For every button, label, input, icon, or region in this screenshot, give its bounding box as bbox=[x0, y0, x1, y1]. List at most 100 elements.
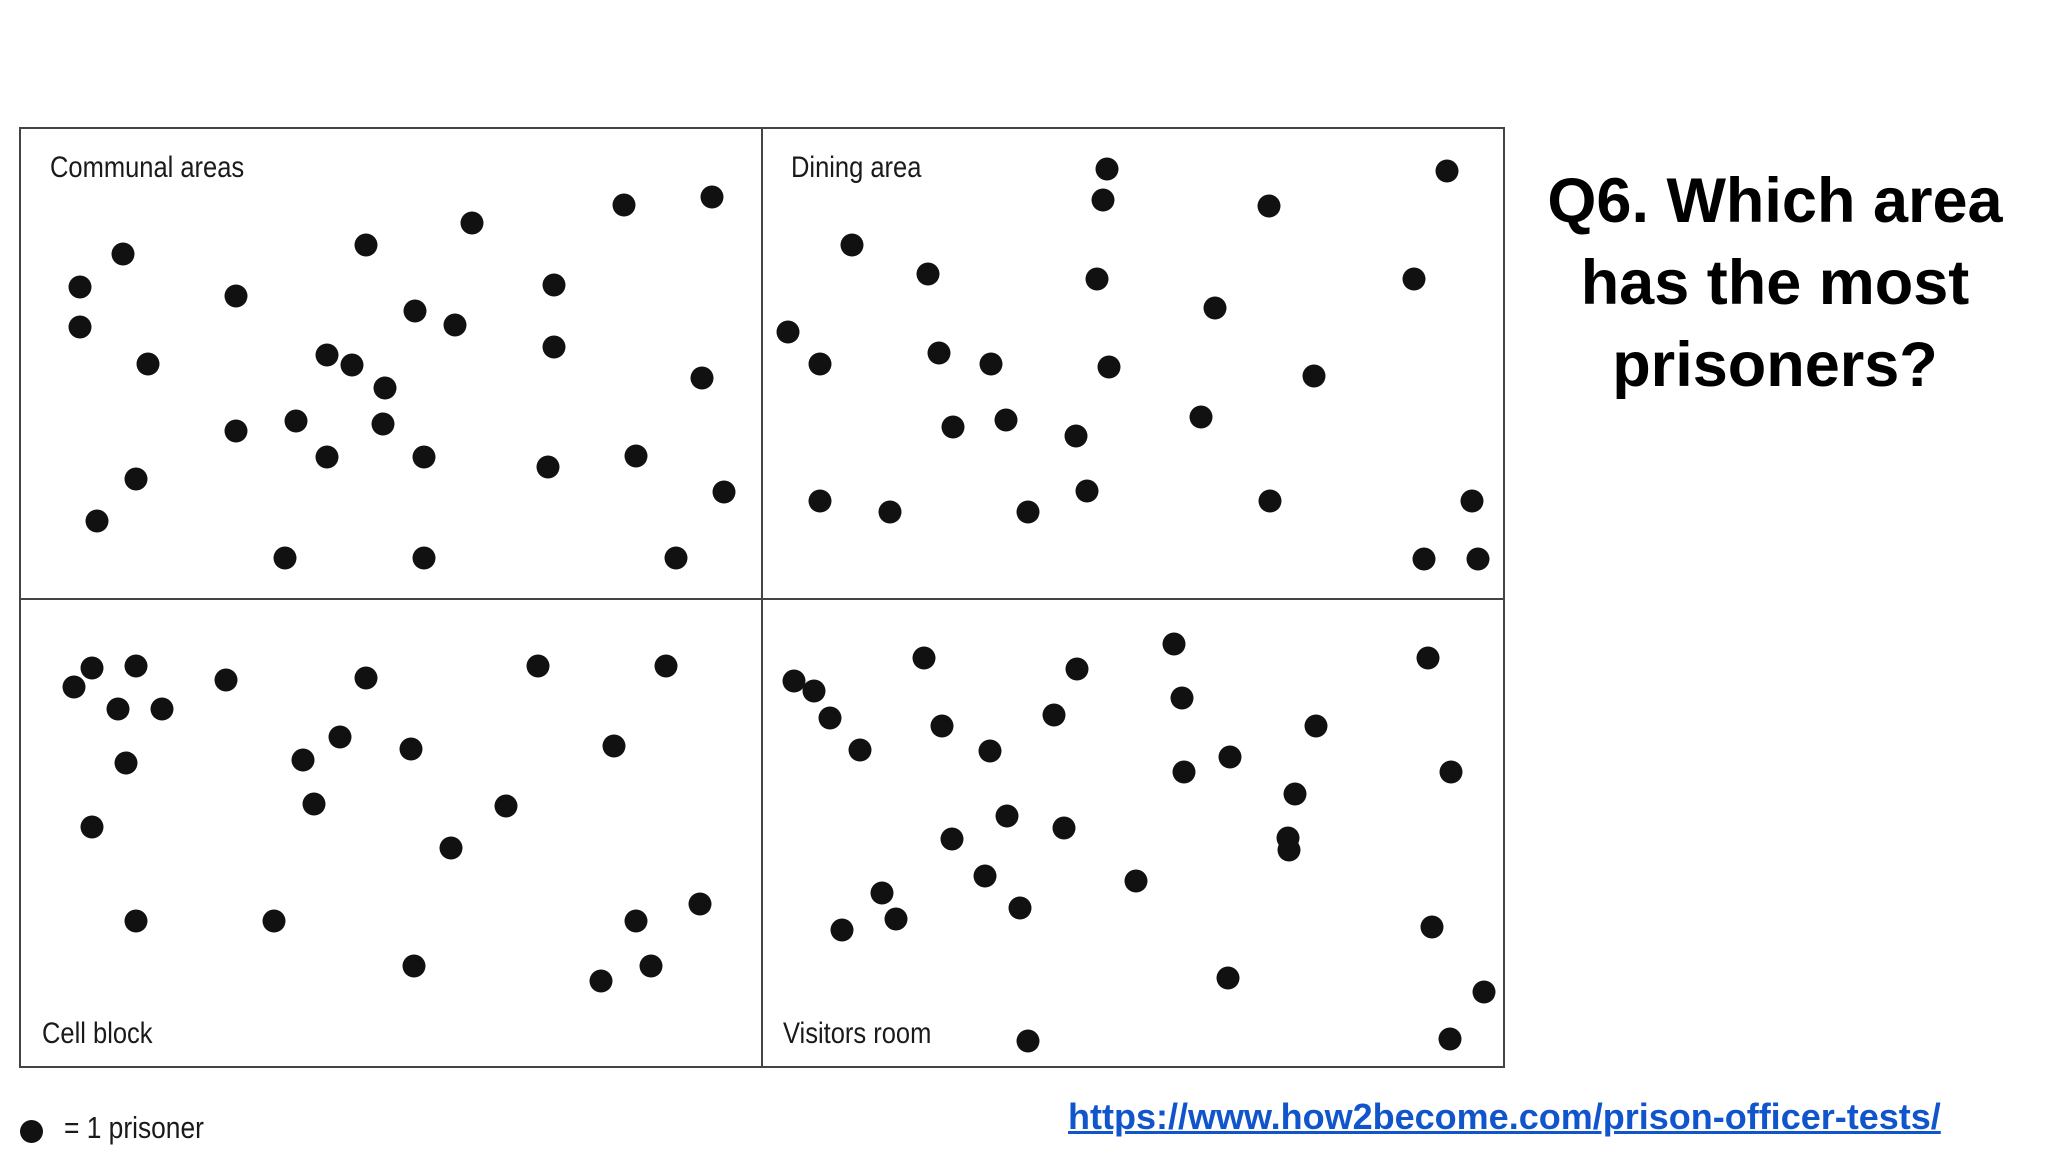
prisoner-dot-communal bbox=[373, 376, 397, 400]
prisoner-dot-visitors bbox=[973, 864, 997, 888]
prisoner-dot-dining bbox=[979, 352, 1003, 376]
prisoner-dot-visitors bbox=[848, 738, 872, 762]
horizontal-divider bbox=[21, 598, 1503, 600]
prisoner-dot-communal bbox=[536, 455, 560, 479]
prisoner-dot-cell-block bbox=[589, 969, 613, 993]
prisoner-dot-cell-block bbox=[439, 836, 463, 860]
prisoner-dot-cell-block bbox=[262, 909, 286, 933]
prisoner-dot-visitors bbox=[1416, 646, 1440, 670]
prisoner-dot-dining bbox=[1091, 188, 1115, 212]
prisoner-dot-communal bbox=[85, 509, 109, 533]
prisoner-dot-cell-block bbox=[494, 794, 518, 818]
prisoner-dot-visitors bbox=[1162, 632, 1186, 656]
prisoner-dot-dining bbox=[1095, 157, 1119, 181]
prisoner-dot-visitors bbox=[1008, 896, 1032, 920]
prisoner-dot-communal bbox=[412, 546, 436, 570]
prisoner-dot-communal bbox=[284, 409, 308, 433]
prisoner-dot-visitors bbox=[1420, 915, 1444, 939]
vertical-divider bbox=[761, 129, 763, 1066]
prisoner-dot-visitors bbox=[1218, 745, 1242, 769]
prisoner-dot-visitors bbox=[870, 881, 894, 905]
prisoner-dot-dining bbox=[1064, 424, 1088, 448]
prisoner-dot-dining bbox=[1189, 405, 1213, 429]
prisoner-dot-communal bbox=[124, 467, 148, 491]
prisoner-dot-cell-block bbox=[62, 675, 86, 699]
prisoner-dot-dining bbox=[1258, 489, 1282, 513]
prisoner-dot-visitors bbox=[995, 804, 1019, 828]
prisoner-dot-communal bbox=[664, 546, 688, 570]
prisoner-dot-dining bbox=[1460, 489, 1484, 513]
prisoner-dot-communal bbox=[371, 412, 395, 436]
prisoner-dot-communal bbox=[315, 343, 339, 367]
prisoner-dot-visitors bbox=[912, 646, 936, 670]
prisoner-dot-dining bbox=[1097, 355, 1121, 379]
prisoner-dot-communal bbox=[111, 242, 135, 266]
prisoner-dot-dining bbox=[1016, 500, 1040, 524]
prisoner-dot-cell-block bbox=[354, 666, 378, 690]
area-label-communal: Communal areas bbox=[50, 151, 245, 184]
area-label-visitors: Visitors room bbox=[783, 1017, 932, 1050]
area-label-cell-block: Cell block bbox=[42, 1017, 153, 1050]
prisoner-dot-visitors bbox=[782, 669, 806, 693]
prisoner-dot-communal bbox=[136, 352, 160, 376]
prisoner-dot-visitors bbox=[818, 706, 842, 730]
prisoner-dot-visitors bbox=[1304, 714, 1328, 738]
prisoner-dot-communal bbox=[412, 445, 436, 469]
prisoner-dot-visitors bbox=[940, 827, 964, 851]
prisoner-dot-cell-block bbox=[106, 697, 130, 721]
prisoner-dot-visitors bbox=[930, 714, 954, 738]
prisoner-dot-visitors bbox=[1170, 686, 1194, 710]
prisoner-dot-cell-block bbox=[124, 909, 148, 933]
prisoner-dot-dining bbox=[808, 352, 832, 376]
prisoner-dot-cell-block bbox=[602, 734, 626, 758]
area-label-dining: Dining area bbox=[791, 151, 922, 184]
prisoner-dot-communal bbox=[340, 353, 364, 377]
prisoner-dot-communal bbox=[273, 546, 297, 570]
prisoner-dot-visitors bbox=[830, 918, 854, 942]
prisoner-dot-visitors bbox=[1439, 760, 1463, 784]
prisoner-dot-communal bbox=[443, 313, 467, 337]
prisoner-dot-visitors bbox=[1216, 966, 1240, 990]
prisoner-dot-communal bbox=[68, 315, 92, 339]
prisoner-dot-visitors bbox=[802, 679, 826, 703]
prisoner-dot-communal bbox=[68, 275, 92, 299]
prisoner-dot-dining bbox=[1435, 159, 1459, 183]
prisoner-dot-cell-block bbox=[402, 954, 426, 978]
prisoner-dot-cell-block bbox=[654, 654, 678, 678]
prisoner-dot-dining bbox=[1075, 479, 1099, 503]
prisoner-dot-visitors bbox=[1276, 826, 1300, 850]
prisoner-dot-dining bbox=[808, 489, 832, 513]
prisoner-dot-dining bbox=[994, 408, 1018, 432]
prisoner-dot-cell-block bbox=[688, 892, 712, 916]
prisoner-dot-visitors bbox=[1052, 816, 1076, 840]
prisoner-dot-cell-block bbox=[114, 751, 138, 775]
question-text: Q6. Which area has the most prisoners? bbox=[1547, 166, 2003, 400]
source-link[interactable]: https://www.how2become.com/prison-office… bbox=[1068, 1096, 1941, 1137]
prisoner-dot-dining bbox=[1302, 364, 1326, 388]
prisoner-dot-dining bbox=[1466, 547, 1490, 571]
prisoner-dot-dining bbox=[1402, 267, 1426, 291]
prisoner-grid: Communal areas Dining area Cell block Vi… bbox=[19, 127, 1505, 1068]
prisoner-dot-cell-block bbox=[80, 656, 104, 680]
prisoner-dot-cell-block bbox=[124, 654, 148, 678]
prisoner-dot-communal bbox=[712, 480, 736, 504]
prisoner-dot-communal bbox=[403, 299, 427, 323]
prisoner-dot-cell-block bbox=[291, 748, 315, 772]
prisoner-dot-cell-block bbox=[399, 737, 423, 761]
prisoner-dot-dining bbox=[1257, 194, 1281, 218]
prisoner-dot-communal bbox=[542, 273, 566, 297]
prisoner-dot-dining bbox=[878, 500, 902, 524]
legend-dot-icon bbox=[20, 1120, 43, 1143]
prisoner-dot-dining bbox=[927, 341, 951, 365]
prisoner-dot-cell-block bbox=[80, 815, 104, 839]
prisoner-dot-communal bbox=[542, 335, 566, 359]
prisoner-dot-cell-block bbox=[328, 725, 352, 749]
prisoner-dot-cell-block bbox=[624, 909, 648, 933]
prisoner-dot-visitors bbox=[884, 907, 908, 931]
prisoner-dot-communal bbox=[224, 419, 248, 443]
prisoner-dot-communal bbox=[315, 445, 339, 469]
prisoner-dot-visitors bbox=[978, 739, 1002, 763]
prisoner-dot-dining bbox=[776, 320, 800, 344]
prisoner-dot-visitors bbox=[1042, 703, 1066, 727]
prisoner-dot-dining bbox=[1412, 547, 1436, 571]
